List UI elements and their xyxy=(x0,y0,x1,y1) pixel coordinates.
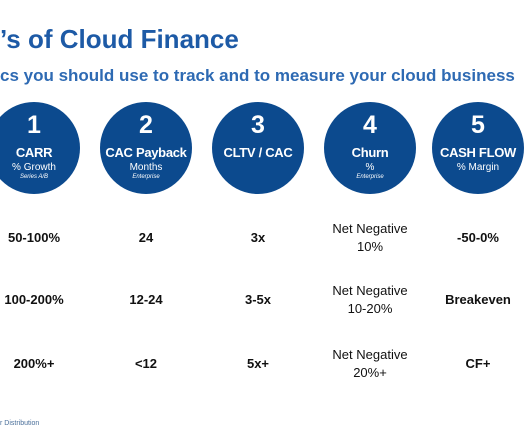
cell-line: 5x+ xyxy=(246,356,270,371)
metric-label: CARR xyxy=(15,145,53,160)
table-cell: 50-100% xyxy=(0,229,89,247)
metric-number: 1 xyxy=(27,111,41,139)
cell-line: 10-20% xyxy=(347,301,393,316)
metric-circle: 4 Churn% Enterprise xyxy=(324,102,416,194)
table-cell: 3x xyxy=(203,229,313,247)
cell-line: 200%+ xyxy=(13,356,55,371)
metric-note: Series A/B xyxy=(19,174,49,180)
cell-line: 10% xyxy=(356,239,384,254)
table-cell: 12-24 xyxy=(91,291,201,309)
metric-circle: 2 CAC Payback Months Enterprise xyxy=(100,102,192,194)
metric-number: 3 xyxy=(251,111,265,139)
cell-line: Net Negative xyxy=(332,347,408,362)
metric-sublabel: Months xyxy=(129,162,163,173)
table-cell: Net Negative 10-20% xyxy=(315,282,425,318)
table-cell: 5x+ xyxy=(203,355,313,373)
table-cell: <12 xyxy=(91,355,201,373)
cell-line: Net Negative xyxy=(332,221,408,236)
cell-line: 20%+ xyxy=(353,365,387,380)
cell-line: 3x xyxy=(250,230,266,245)
cell-line: 12-24 xyxy=(129,292,163,307)
metric-note: Enterprise xyxy=(132,174,160,180)
table-cell: Breakeven xyxy=(423,291,530,309)
table-cell: 200%+ xyxy=(0,355,89,373)
table-cell: Net Negative 20%+ xyxy=(315,346,425,382)
table-cell: Net Negative 10% xyxy=(315,220,425,256)
cell-line: CF+ xyxy=(465,356,491,371)
metric-circle: 3 CLTV / CAC xyxy=(212,102,304,194)
cell-line: -50-0% xyxy=(457,230,499,245)
metric-label: CLTV / CAC xyxy=(223,145,293,160)
metric-sublabel: % xyxy=(365,162,375,173)
metric-label: CASH FLOW xyxy=(439,145,516,160)
metric-circle: 1 CARR % Growth Series A/B xyxy=(0,102,80,194)
table-cell: -50-0% xyxy=(423,229,530,247)
cell-line: 50-100% xyxy=(7,230,61,245)
metric-number: 5 xyxy=(471,111,485,139)
title: ’s of Cloud Finance xyxy=(0,24,239,54)
cell-line: Breakeven xyxy=(445,292,511,307)
table-cell: 24 xyxy=(91,229,201,247)
metric-note: Enterprise xyxy=(356,174,384,180)
subtitle: cs you should use to track and to measur… xyxy=(0,66,515,85)
cell-line: 3-5x xyxy=(244,292,272,307)
table-cell: 100-200% xyxy=(0,291,89,309)
metric-number: 2 xyxy=(139,111,153,139)
cell-line: <12 xyxy=(134,356,158,371)
table-cell: CF+ xyxy=(423,355,530,373)
metric-sublabel: % Growth xyxy=(12,162,56,173)
cell-line: 24 xyxy=(138,230,154,245)
cell-line: Net Negative xyxy=(332,283,408,298)
metric-number: 4 xyxy=(363,111,377,139)
metric-label: CAC Payback xyxy=(105,145,187,160)
footer: r Distribution xyxy=(0,420,40,427)
table-cell: 3-5x xyxy=(203,291,313,309)
metric-sublabel: % Margin xyxy=(456,162,500,173)
cell-line: 100-200% xyxy=(4,292,64,307)
metric-circle: 5 CASH FLOW % Margin xyxy=(432,102,524,194)
metric-label: Churn xyxy=(351,145,389,160)
